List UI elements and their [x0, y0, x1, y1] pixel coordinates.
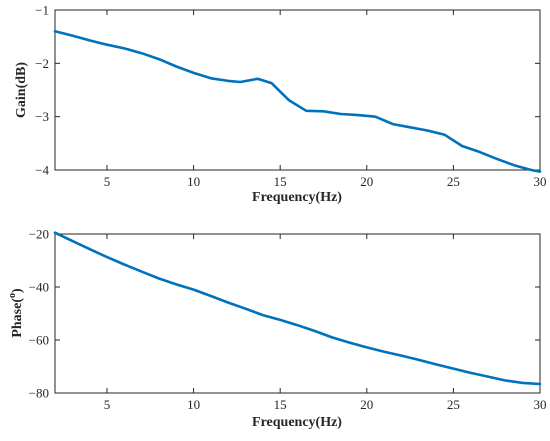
gain-x-tick-label: 30 — [534, 174, 547, 189]
phase-x-tick-label: 20 — [360, 397, 373, 412]
gain-x-tick-label: 20 — [360, 174, 373, 189]
gain-series-line — [53, 29, 542, 173]
gain-axes-frame — [54, 9, 541, 171]
gain-x-tick-label: 15 — [274, 174, 287, 189]
phase-ticks — [55, 233, 541, 394]
gain-x-tick-label: 10 — [187, 174, 200, 189]
phase-axes-frame — [54, 233, 541, 394]
phase-y-axis-label: Phase(o) — [7, 288, 25, 338]
gain-series — [53, 29, 542, 173]
phase-y-label-main: Phase( — [10, 298, 25, 338]
phase-y-tick-label: −80 — [29, 386, 49, 401]
phase-x-tick-label: 30 — [534, 397, 547, 412]
gain-x-tick-label: 25 — [447, 174, 460, 189]
phase-x-tick-label: 15 — [274, 397, 287, 412]
phase-y-label-close: ) — [10, 288, 25, 293]
phase-series-line — [53, 231, 542, 386]
gain-y-axis-label: Gain(dB) — [14, 62, 29, 118]
gain-y-tick-label: −4 — [35, 163, 49, 178]
phase-y-tick-label: −40 — [29, 280, 49, 295]
phase-series — [53, 231, 542, 386]
gain-tick-labels: 5 10 15 20 25 30 −4 −3 −2 −1 — [35, 3, 546, 190]
phase-x-tick-label: 10 — [187, 397, 200, 412]
phase-y-label-degree: o — [7, 293, 18, 298]
phase-plot: 5 10 15 20 25 30 −80 −60 −40 −20 Frequency(Hz) Ph… — [7, 227, 547, 431]
gain-y-tick-label: −1 — [35, 3, 49, 18]
gain-y-tick-label: −2 — [35, 56, 49, 71]
phase-x-tick-label: 25 — [447, 397, 460, 412]
gain-x-tick-label: 5 — [104, 174, 111, 189]
gain-plot: 5 10 15 20 25 30 −4 −3 −2 −1 Frequency(Hz) Gain(d… — [14, 3, 547, 206]
gain-x-axis-label: Frequency(Hz) — [252, 190, 342, 205]
phase-y-tick-label: −20 — [29, 227, 49, 242]
gain-y-tick-label: −3 — [35, 109, 49, 124]
phase-tick-labels: 5 10 15 20 25 30 −80 −60 −40 −20 — [29, 227, 547, 413]
phase-x-axis-label: Frequency(Hz) — [252, 415, 342, 430]
phase-x-tick-label: 5 — [104, 397, 111, 412]
phase-y-tick-label: −60 — [29, 333, 49, 348]
